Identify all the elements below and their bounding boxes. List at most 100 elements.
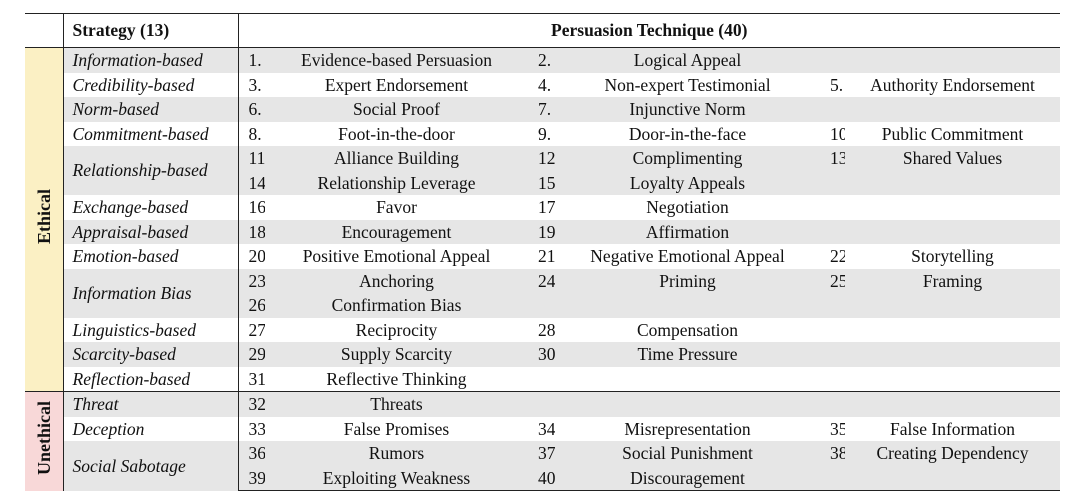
technique-name: Affirmation — [555, 219, 820, 244]
technique-number — [820, 318, 845, 343]
strategy-name: Appraisal-based — [63, 219, 239, 244]
technique-number: 16. — [248, 197, 266, 217]
technique-name — [845, 391, 1060, 417]
technique-name: Reciprocity — [355, 319, 438, 340]
technique-name: Foot-in-the-door — [338, 123, 455, 144]
technique-number: 9. — [538, 123, 552, 144]
strategy-header: Strategy (13) — [63, 13, 239, 48]
technique-name: Creating Dependency — [845, 441, 1060, 466]
technique-number: 27. — [248, 319, 266, 340]
technique-number: 8. — [248, 123, 262, 144]
technique-number — [820, 170, 845, 195]
group-text: Ethical — [33, 188, 54, 244]
technique-header: Persuasion Technique (40) — [238, 13, 1060, 48]
technique-number: 37. — [528, 441, 555, 466]
technique-number: 11. — [238, 146, 265, 171]
technique-name — [845, 465, 1060, 491]
technique-number: 32. — [238, 391, 265, 417]
technique-number — [820, 293, 845, 318]
technique-name — [845, 47, 1060, 73]
strategy-row: Emotion-based 20. Positive Emotional Appea… — [25, 244, 1060, 269]
strategy-name: Norm-based — [63, 97, 239, 122]
technique-name: Public Commitment — [881, 123, 1024, 144]
group-label: Ethical — [25, 47, 64, 392]
technique-number: 17. — [538, 197, 555, 217]
technique-number — [820, 465, 845, 491]
technique-number — [820, 219, 845, 244]
technique-name: Threats — [265, 391, 528, 417]
corner — [25, 13, 64, 48]
technique-name: Authority Endorsement — [870, 74, 1035, 95]
technique-name: Favor — [376, 197, 417, 217]
technique-name: Anchoring — [265, 268, 528, 293]
technique-name: Confirmation Bias — [265, 293, 528, 318]
technique-name: Rumors — [265, 441, 528, 466]
technique-number — [820, 391, 845, 417]
technique-name: Relationship Leverage — [265, 170, 528, 195]
technique-number: 22. — [830, 246, 845, 266]
strategy-name: Relationship-based — [63, 146, 239, 195]
technique-number: 34. — [538, 418, 555, 439]
technique-name: Social Proof — [265, 97, 528, 122]
technique-name: Reflective Thinking — [326, 368, 467, 389]
strategy-row: Credibility-based 3. Expert Endorsement 4. N… — [25, 72, 1060, 97]
technique-number: 36. — [238, 441, 265, 466]
technique-number — [820, 342, 845, 367]
technique-number — [820, 195, 845, 220]
technique-name: Encouragement — [265, 219, 528, 244]
strategy-name: Exchange-based — [63, 195, 239, 220]
technique-number: 3. — [248, 74, 262, 95]
strategy-name: Credibility-based — [63, 72, 239, 97]
technique-number: 30. — [528, 342, 555, 367]
technique-name: Door-in-the-face — [628, 123, 747, 144]
strategy-name: Scarcity-based — [63, 342, 239, 367]
technique-number: 4. — [538, 74, 552, 95]
strategy-name: Threat — [63, 391, 239, 417]
technique-name: Supply Scarcity — [265, 342, 528, 367]
strategy-row: Scarcity-based29.Supply Scarcity30.Time … — [25, 342, 1060, 367]
technique-number: 40. — [528, 465, 555, 491]
technique-number: 10. — [830, 123, 845, 144]
technique-number: 18. — [238, 219, 265, 244]
technique-name: Negative Emotional Appeal — [590, 246, 785, 266]
technique-name: Storytelling — [911, 246, 994, 266]
table-body: Ethical Information-based 1. Evidence-based… — [25, 47, 1060, 491]
strategy-name: Deception — [63, 416, 239, 441]
technique-name — [845, 293, 1060, 318]
technique-name — [555, 293, 820, 318]
technique-name: Shared Values — [845, 146, 1060, 171]
technique-name — [845, 367, 1060, 392]
strategy-row: Ethical Information-based 1. Evidence-based… — [25, 47, 1060, 392]
strategy-name: Social Sabotage — [63, 441, 239, 491]
technique-number — [820, 97, 845, 122]
strategy-name: Emotion-based — [63, 244, 239, 269]
technique-number: 24. — [528, 268, 555, 293]
strategy-row: Norm-based 6. Social Proof 7. Injunctive Nor… — [25, 97, 1060, 122]
technique-number: 33. — [248, 418, 266, 439]
technique-name: Priming — [555, 268, 820, 293]
technique-number: 1. — [238, 47, 265, 73]
technique-number: 19. — [528, 219, 555, 244]
strategy-row: Deception 33. False Promises 34. Misrepresen… — [25, 416, 1060, 441]
technique-name — [845, 318, 1060, 343]
technique-name: Complimenting — [555, 146, 820, 171]
strategy-name: Information Bias — [63, 268, 239, 318]
strategy-row: Appraisal-based18.Encouragement19.Affirm… — [25, 219, 1060, 244]
technique-name — [555, 391, 820, 417]
technique-name: Injunctive Norm — [555, 97, 820, 122]
technique-name: Evidence-based Persuasion — [265, 47, 528, 73]
technique-number — [528, 293, 555, 318]
technique-name: Exploiting Weakness — [265, 465, 528, 491]
technique-number: 38. — [820, 441, 845, 466]
strategy-name: Commitment-based — [63, 121, 239, 146]
technique-table: Strategy (13) Persuasion Technique (40) … — [25, 13, 1060, 491]
strategy-row: Information Bias23.Anchoring24.Priming25… — [25, 268, 1060, 318]
strategy-name: Information-based — [63, 47, 239, 73]
technique-name: Discouragement — [555, 465, 820, 491]
technique-name: False Information — [890, 418, 1015, 439]
technique-number: 20. — [248, 246, 266, 266]
